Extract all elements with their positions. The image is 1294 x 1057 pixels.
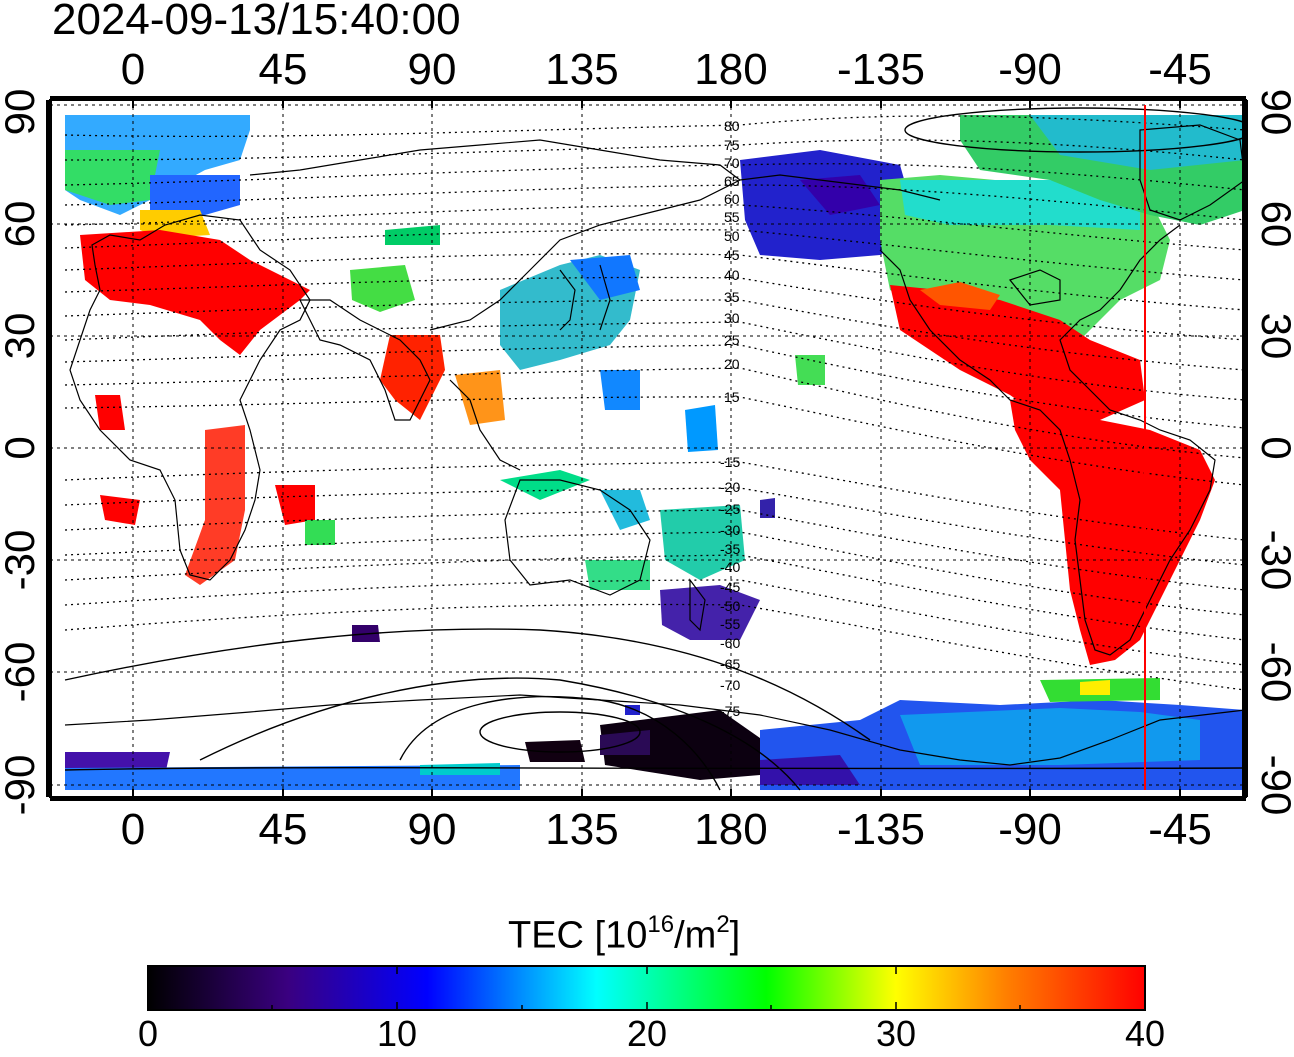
lon-tick-label: 180 <box>694 45 767 94</box>
lon-tick-label: -135 <box>837 45 925 94</box>
lon-tick-label: 45 <box>259 805 308 854</box>
lon-tick-label: 0 <box>121 805 145 854</box>
bottom-lon-labels: 0 45 90 135 180 -135 -90 -45 <box>121 805 1212 854</box>
lon-tick-label: -45 <box>1148 45 1212 94</box>
contour-label: 35 <box>724 289 740 305</box>
contour-label: -65 <box>720 656 740 672</box>
contour-label: 55 <box>724 209 740 225</box>
colorbar-title-prefix: TEC [10 <box>508 914 648 957</box>
contour-label: 15 <box>724 389 740 405</box>
lat-tick-label: 30 <box>0 313 43 360</box>
lon-tick-label: 90 <box>408 45 457 94</box>
lat-tick-label: -30 <box>1253 530 1294 591</box>
lon-tick-label: -90 <box>998 45 1062 94</box>
polar-contours <box>64 107 1246 791</box>
lat-tick-label: -90 <box>0 755 43 816</box>
colorbar-tick-label: 20 <box>626 1013 668 1054</box>
contour-label: -30 <box>720 522 740 538</box>
lon-tick-label: -135 <box>837 805 925 854</box>
colorbar-title: TEC [1016/m2] <box>508 905 740 958</box>
lat-tick-label: -30 <box>0 530 43 591</box>
lon-tick-label: -90 <box>998 805 1062 854</box>
contour-label: -55 <box>720 616 740 632</box>
contour-label: 20 <box>724 356 740 372</box>
axis-bars <box>46 96 1248 801</box>
contour-label: -45 <box>720 579 740 595</box>
lon-tick-label: 180 <box>694 805 767 854</box>
lon-tick-label: 90 <box>408 805 457 854</box>
colorbar-title-exp1: 16 <box>647 911 675 938</box>
contour-label: 45 <box>724 247 740 263</box>
contour-label: 70 <box>724 155 740 171</box>
contour-label: -60 <box>720 635 740 651</box>
lat-tick-label: 0 <box>1253 436 1294 459</box>
lon-tick-label: 0 <box>121 45 145 94</box>
contour-label: 65 <box>724 173 740 189</box>
lat-tick-label: 90 <box>1253 89 1294 136</box>
colorbar-tick-label: 40 <box>1124 1013 1166 1054</box>
lat-tick-label: 90 <box>0 89 43 136</box>
map-plot-area <box>50 100 1246 797</box>
colorbar-title-suffix: ] <box>729 914 741 957</box>
lon-tick-label: 45 <box>259 45 308 94</box>
grid-lines <box>50 100 1246 797</box>
contour-labels: 80 75 70 65 60 55 50 45 40 35 30 25 20 1… <box>720 118 740 719</box>
timestamp-title: 2024-09-13/15:40:00 <box>52 0 461 44</box>
coastline-layer <box>64 124 1246 766</box>
colorbar-tick-label: 30 <box>875 1013 917 1054</box>
lat-tick-label: -90 <box>1253 755 1294 816</box>
contour-label: -20 <box>720 479 740 495</box>
contour-label: 40 <box>724 267 740 283</box>
lon-tick-label: -45 <box>1148 805 1212 854</box>
lon-tick-label: 135 <box>545 805 618 854</box>
contour-label: -25 <box>720 501 740 517</box>
colorbar-title-exp2: 2 <box>716 911 730 938</box>
contour-label: -15 <box>720 454 740 470</box>
colorbar-tick-label: 0 <box>137 1013 159 1054</box>
contour-label: 60 <box>724 191 740 207</box>
magnetic-contours <box>64 115 1246 691</box>
contour-label: 25 <box>724 332 740 348</box>
colorbar <box>147 965 1146 1011</box>
lat-tick-label: 60 <box>0 201 43 248</box>
contour-label: 75 <box>724 137 740 153</box>
colorbar-title-mid: /m <box>674 914 717 957</box>
lat-tick-label: -60 <box>0 642 43 703</box>
contour-label: -50 <box>720 598 740 614</box>
contour-label: 50 <box>724 228 740 244</box>
tec-data-layer <box>65 115 1245 790</box>
contour-label: -75 <box>720 703 740 719</box>
lat-tick-label: 0 <box>0 436 43 459</box>
lon-tick-label: 135 <box>545 45 618 94</box>
left-lat-labels: 90 60 30 0 -30 -60 -90 <box>0 89 43 816</box>
contour-label: -35 <box>720 541 740 557</box>
right-lat-labels: 90 60 30 0 -30 -60 -90 <box>1253 89 1294 816</box>
top-lon-labels: 0 45 90 135 180 -135 -90 -45 <box>121 45 1212 94</box>
contour-label: -40 <box>720 559 740 575</box>
contour-label: -70 <box>720 677 740 693</box>
contour-label: 30 <box>724 310 740 326</box>
lat-tick-label: -60 <box>1253 642 1294 703</box>
colorbar-tick-label: 10 <box>376 1013 418 1054</box>
axis-ticks <box>132 96 1181 801</box>
contour-label: 80 <box>724 118 740 134</box>
lat-tick-label: 30 <box>1253 313 1294 360</box>
lat-tick-label: 60 <box>1253 201 1294 248</box>
